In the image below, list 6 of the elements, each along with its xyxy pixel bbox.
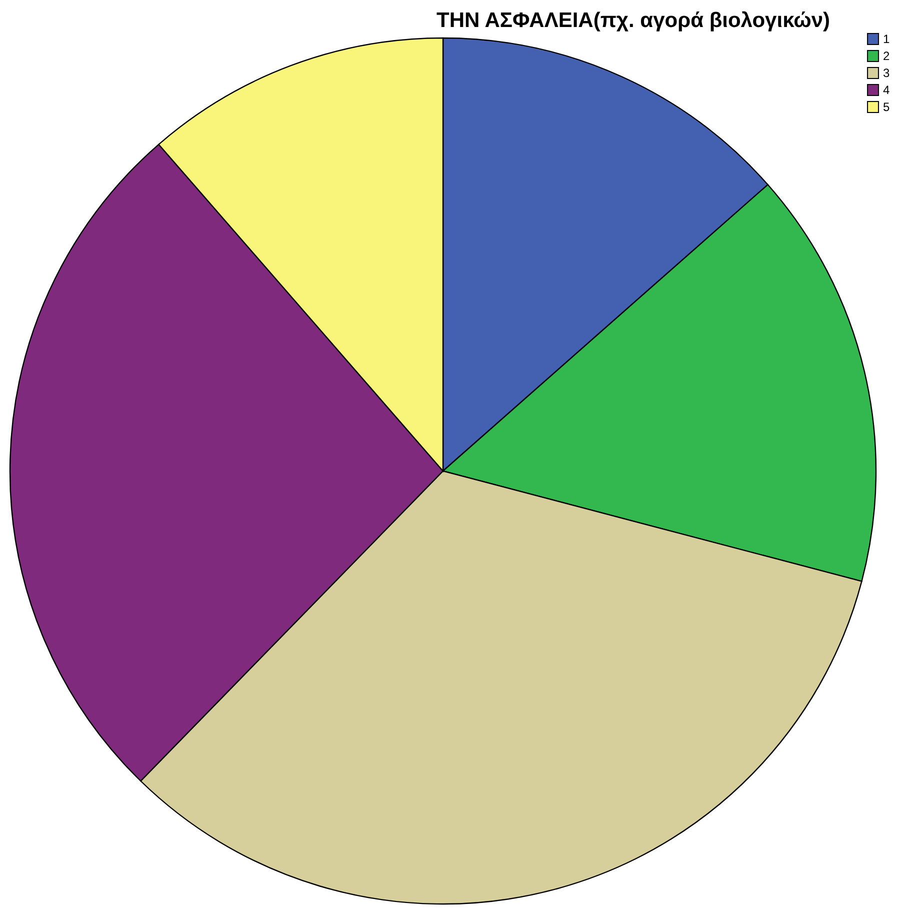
legend-label: 1	[883, 32, 890, 46]
legend-label: 2	[883, 49, 890, 63]
legend-label: 5	[883, 100, 890, 114]
legend-label: 3	[883, 66, 890, 80]
legend-label: 4	[883, 83, 890, 97]
chart-title: ΤΗΝ ΑΣΦΑΛΕΙΑ(πχ. αγορά βιολογικών)	[436, 9, 830, 32]
